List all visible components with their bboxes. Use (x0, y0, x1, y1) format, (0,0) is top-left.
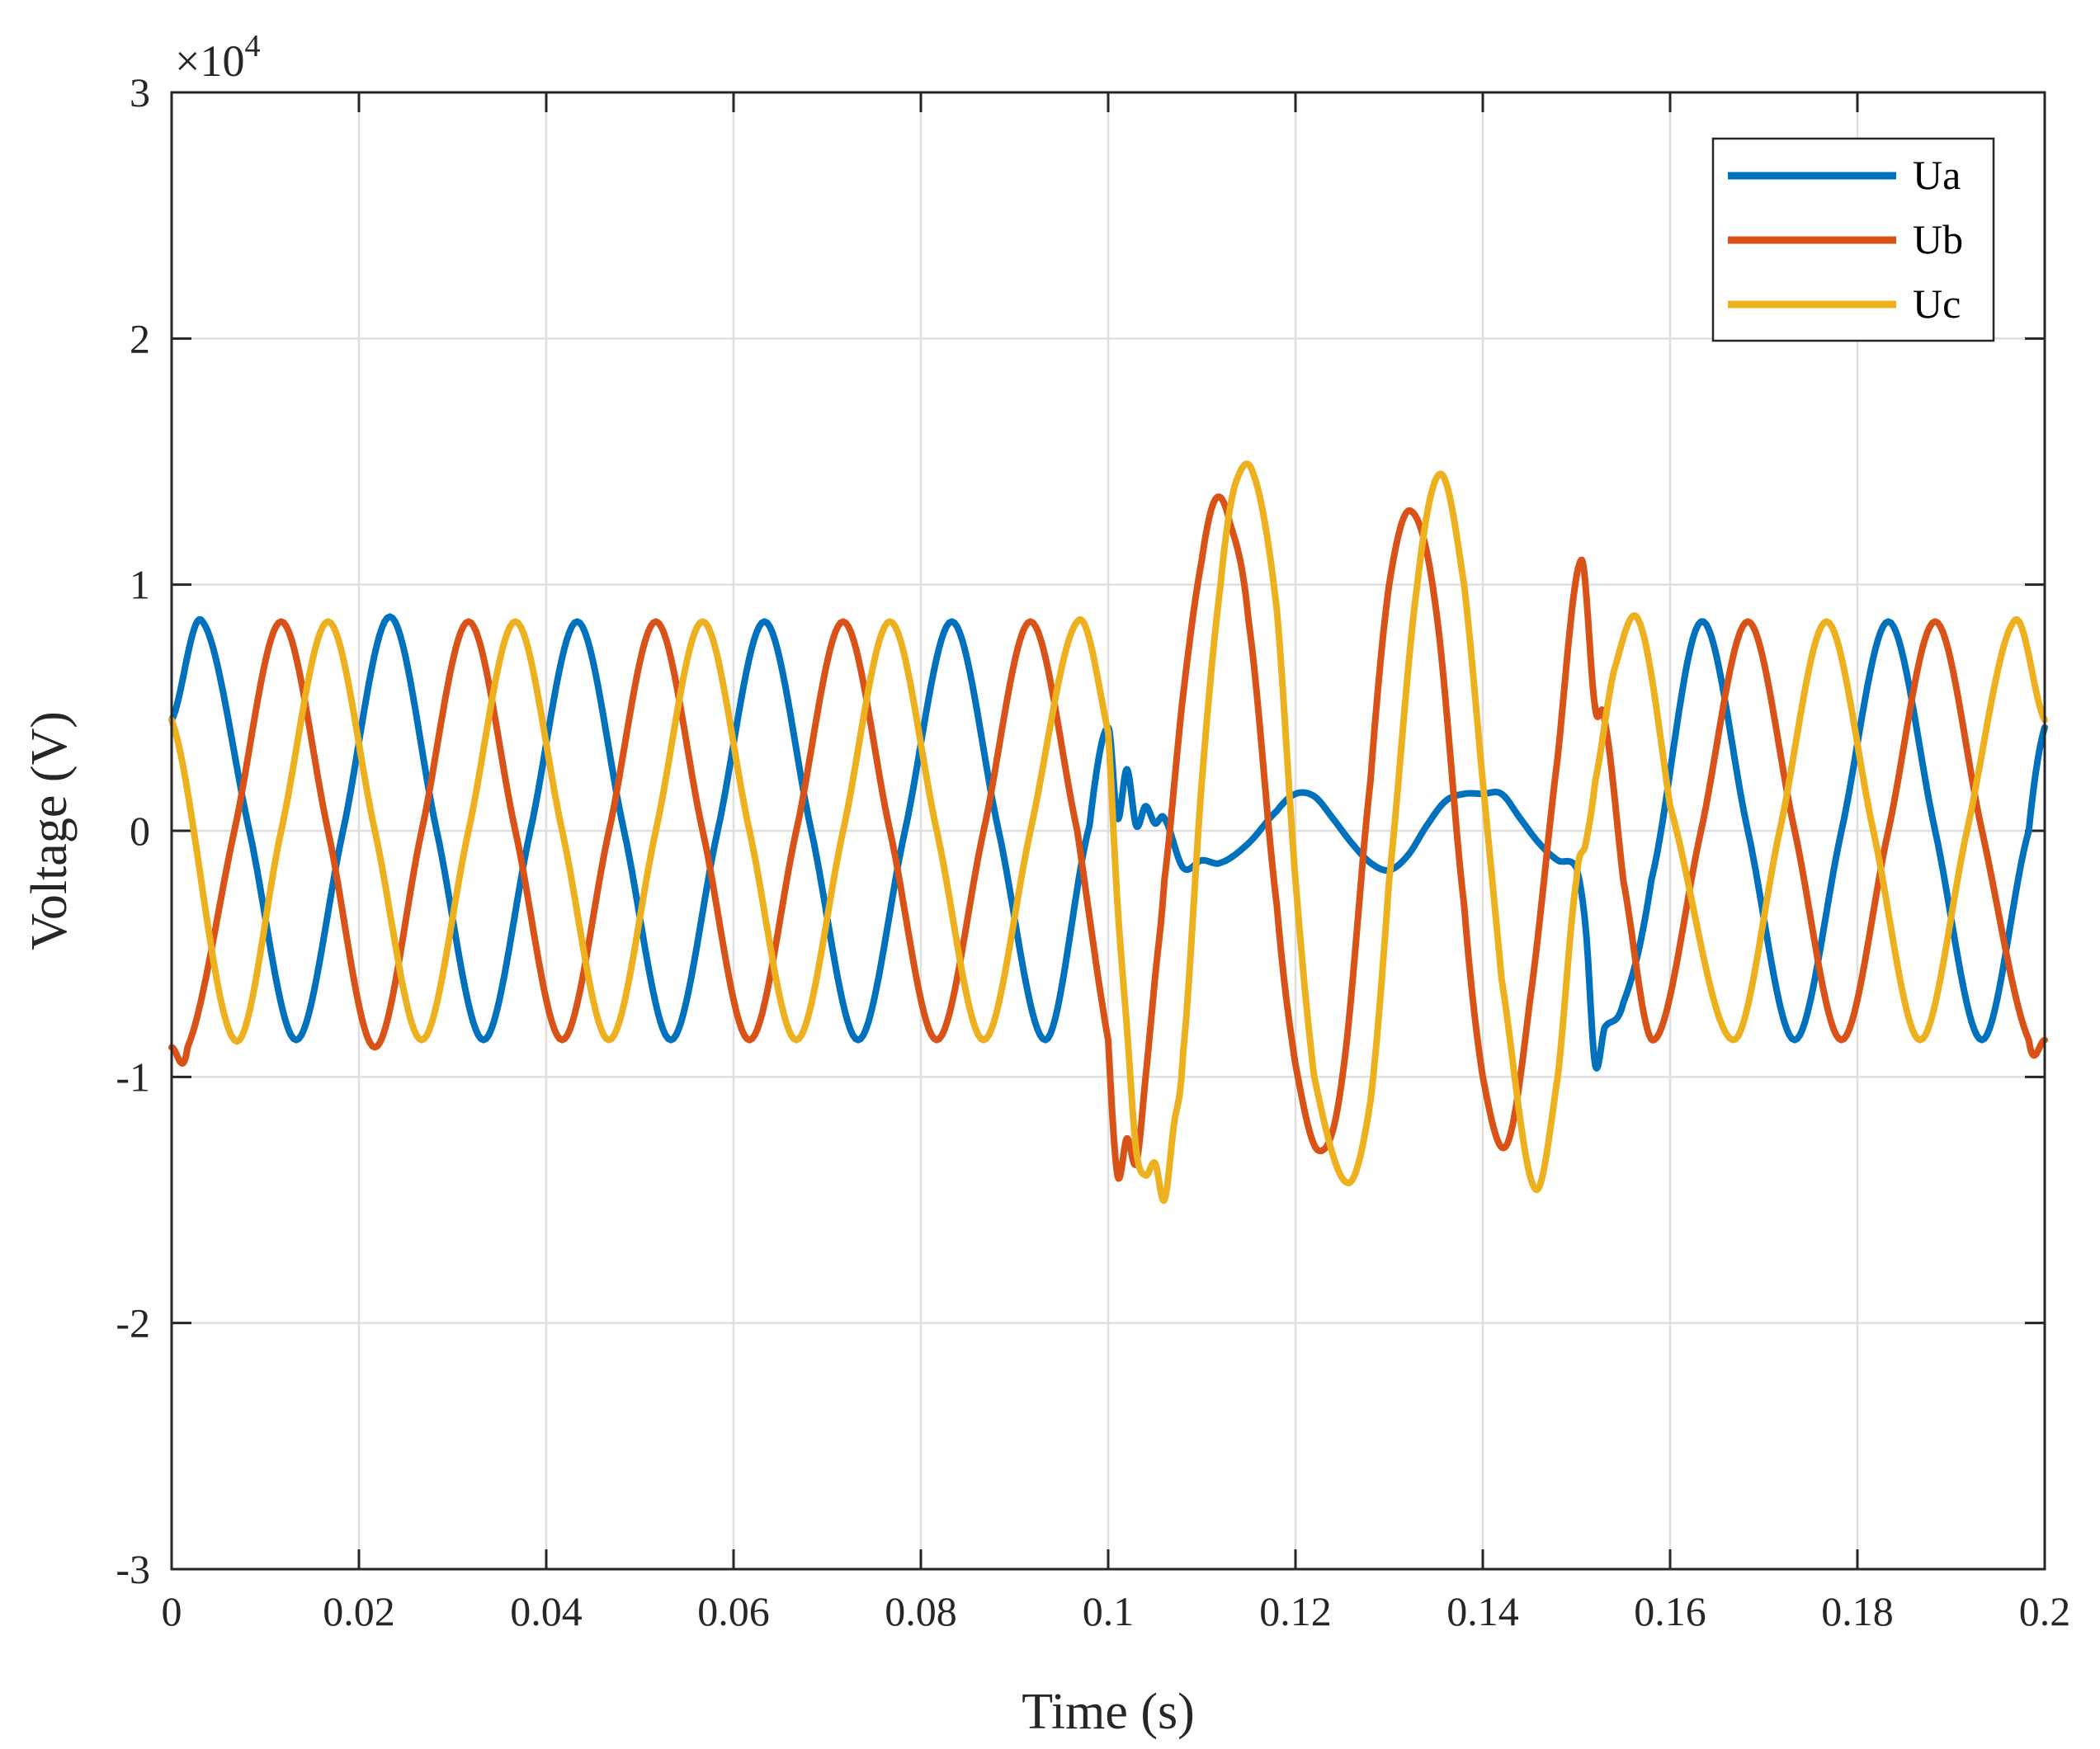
x-tick-label: 0.1 (1083, 1588, 1135, 1634)
y-tick-label: -1 (116, 1054, 150, 1100)
y-tick-label: 0 (130, 808, 150, 854)
y-tick-label: 2 (130, 315, 150, 361)
legend: Ua Ub Uc (1711, 137, 1995, 342)
y-axis-label: Voltage (V) (21, 711, 78, 950)
tick-labels: 0 0.02 0.04 0.06 0.08 0.1 0.12 0.14 0.16 0.18 0.2 -… (116, 69, 2070, 1634)
x-tick-label: 0.06 (697, 1588, 770, 1634)
x-axis-label: Time (s) (1022, 1684, 1195, 1740)
y-tick-label: -2 (116, 1300, 150, 1346)
x-tick-label: 0.14 (1446, 1588, 1519, 1634)
y-tick-label: -3 (116, 1546, 150, 1592)
legend-label-ua: Ua (1913, 152, 1961, 198)
x-tick-label: 0.08 (885, 1588, 957, 1634)
legend-label-uc: Uc (1913, 280, 1961, 327)
x-tick-label: 0.12 (1259, 1588, 1332, 1634)
y-tick-label: 1 (130, 562, 150, 608)
series-lines (168, 460, 2048, 1204)
x-tick-label: 0.16 (1634, 1588, 1706, 1634)
x-tick-label: 0.04 (510, 1588, 583, 1634)
series-line-uc (168, 460, 2048, 1204)
series-line-ub (168, 493, 2048, 1182)
legend-label-ub: Ub (1913, 216, 1963, 262)
x-tick-label: 0.2 (2019, 1588, 2071, 1634)
x-tick-label: 0.02 (323, 1588, 395, 1634)
x-tick-label: 0.18 (1821, 1588, 1894, 1634)
x-tick-label: 0 (162, 1588, 182, 1634)
plot-frame (170, 91, 2046, 1571)
y-tick-label: 3 (130, 69, 150, 116)
y-multiplier: ×104 (175, 29, 260, 86)
